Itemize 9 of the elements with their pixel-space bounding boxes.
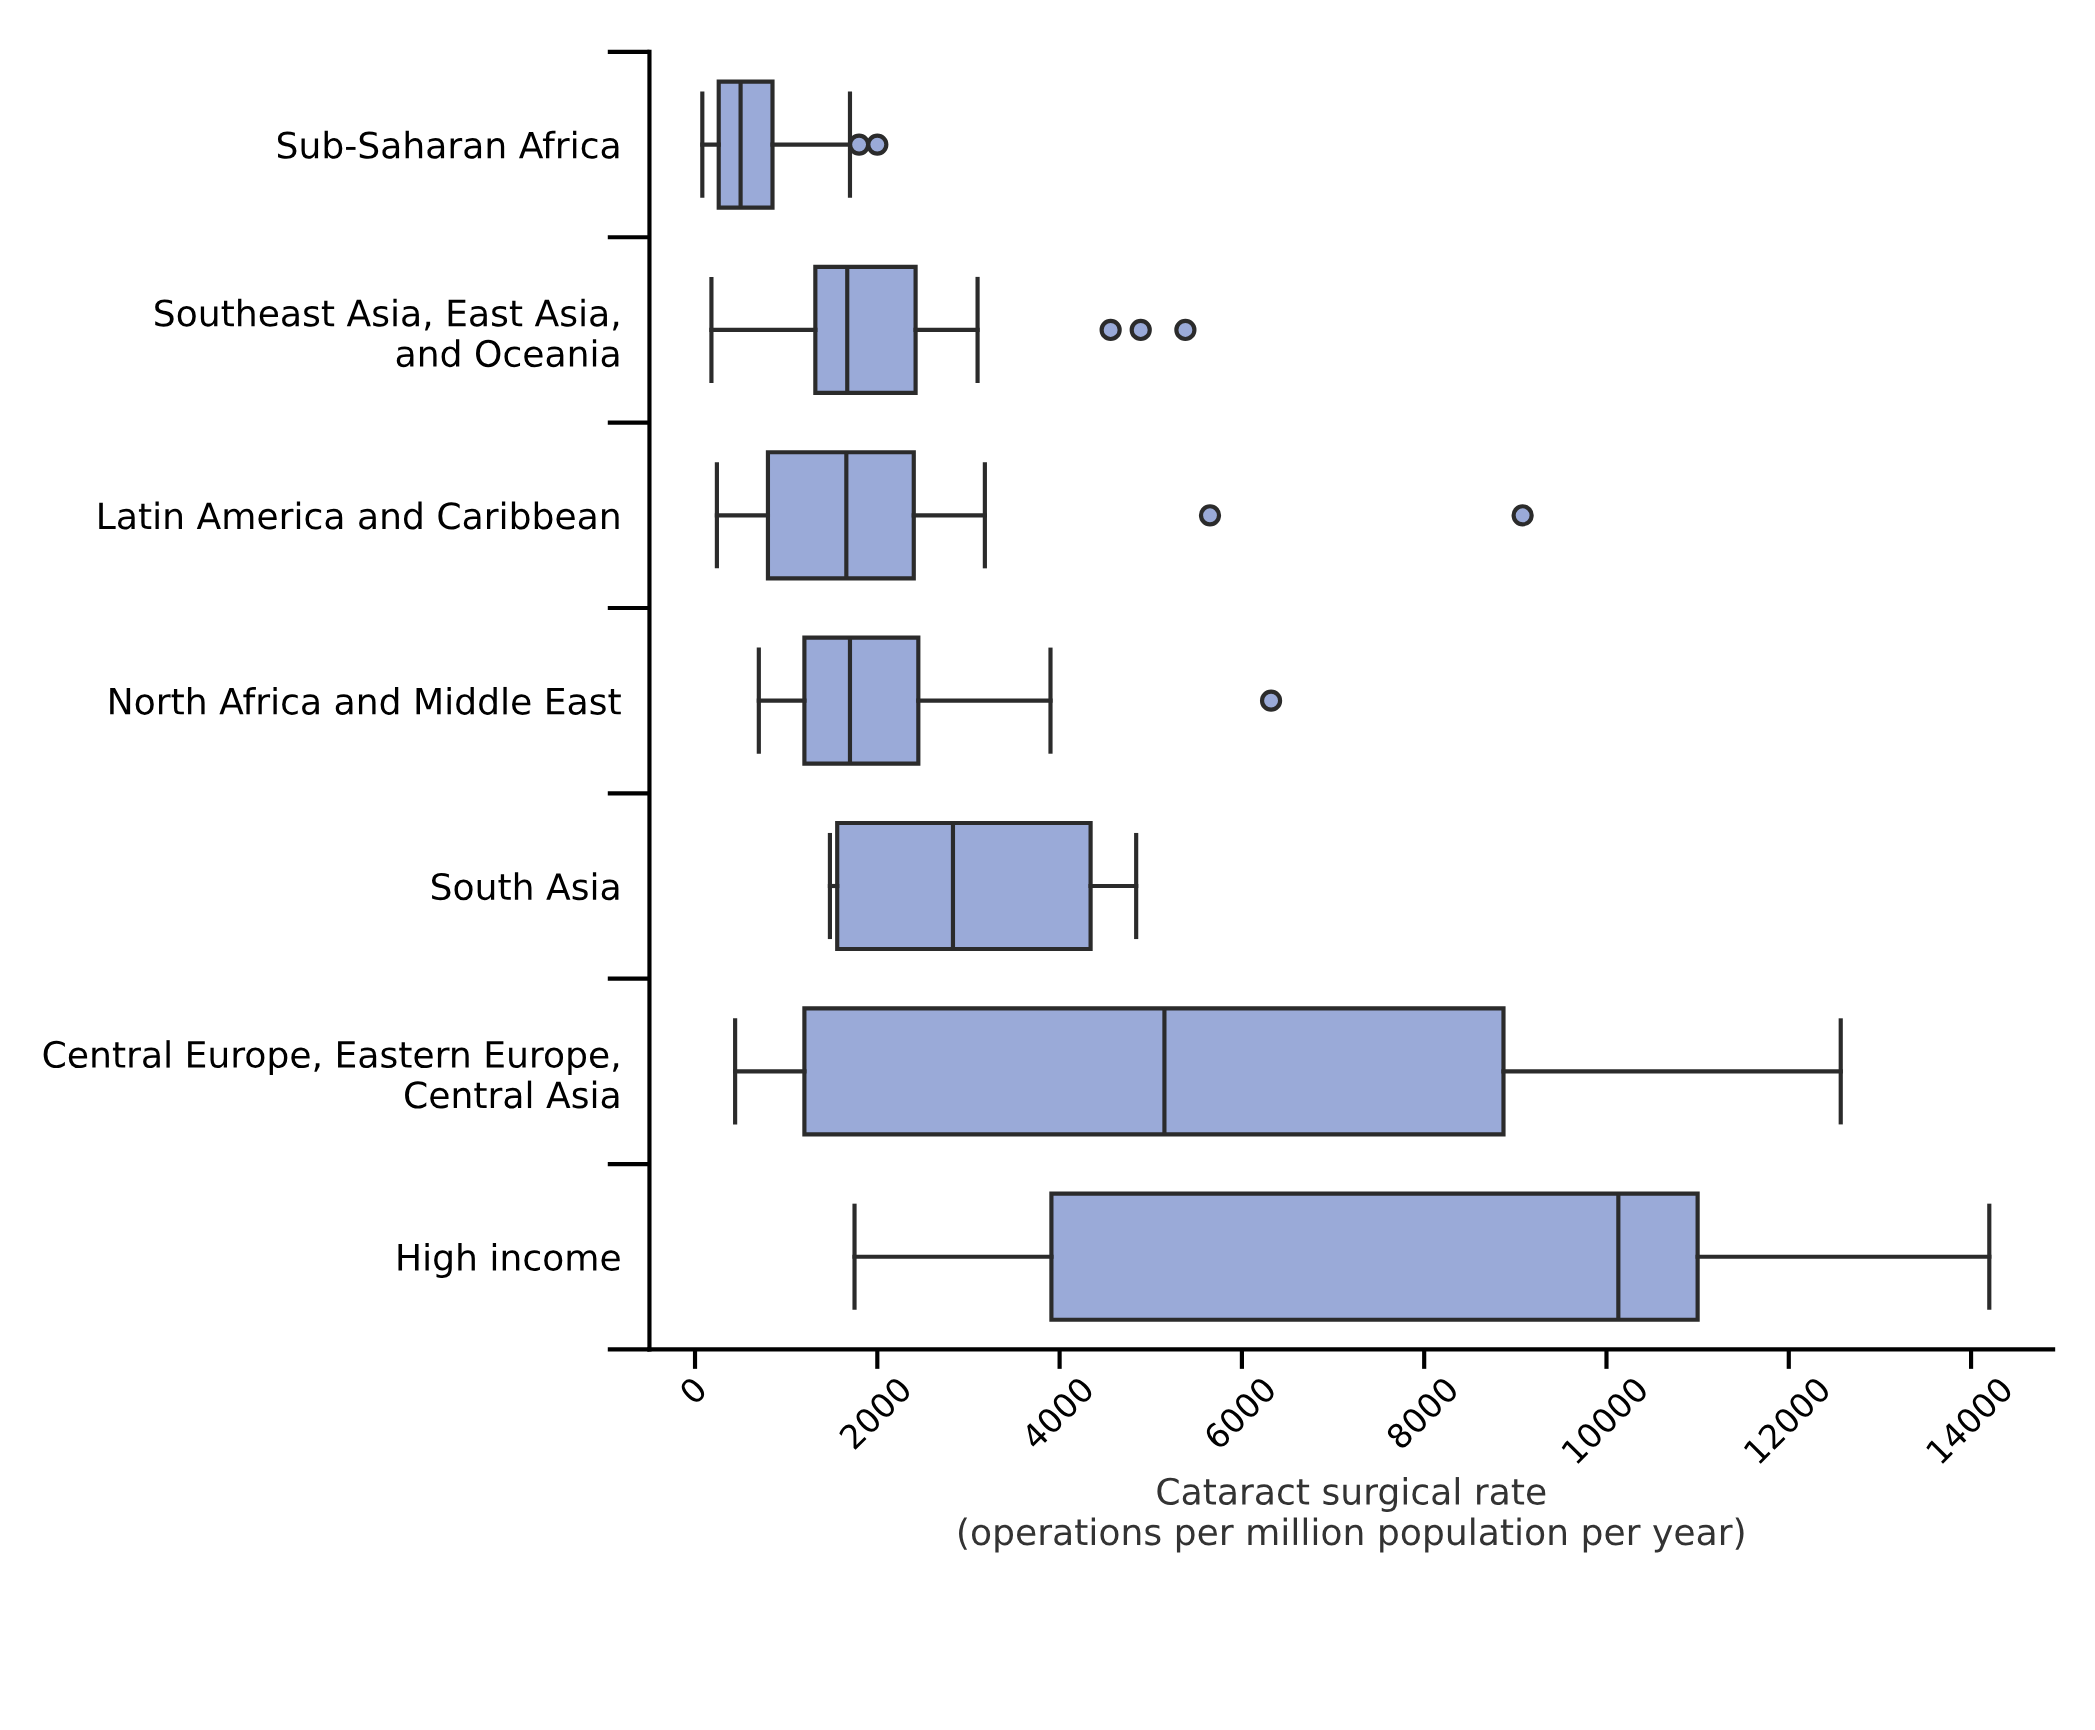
y-tick-label: High income [398, 1243, 620, 1278]
x-axis-title: Cataract surgical rate (operations per million population per year) [959, 1477, 1744, 1553]
x-tick-label: 0 [678, 1375, 708, 1406]
y-tick-label: Southeast Asia, East Asia, and Oceania [155, 298, 619, 368]
y-tick-label: Sub-Saharan Africa [277, 130, 619, 159]
y-tick-label: South Asia [431, 872, 619, 901]
y-tick-label: Latin America and Caribbean [99, 501, 619, 530]
y-tick-label: North Africa and Middle East [110, 686, 621, 715]
y-tick-label: Central Europe, Eastern Europe, Central Asia [43, 1040, 619, 1109]
